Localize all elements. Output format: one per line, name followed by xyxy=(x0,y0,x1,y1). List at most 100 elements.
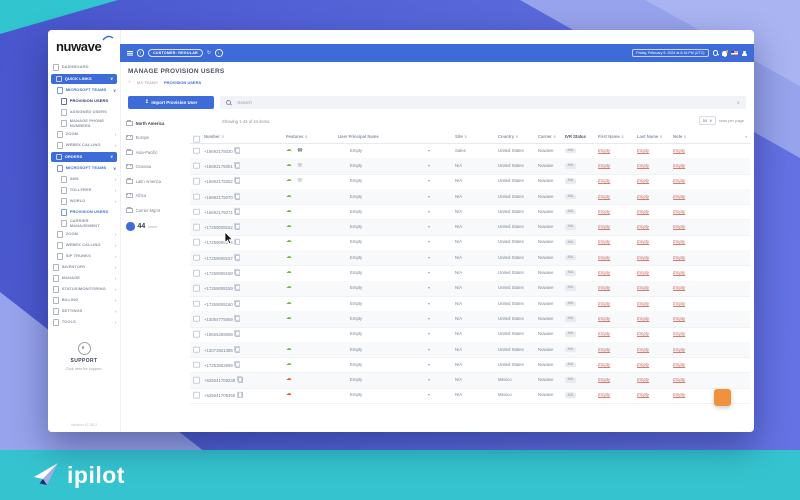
note-link[interactable]: Empty xyxy=(673,147,686,153)
sidebar-item-manage-phone-numbers[interactable]: MANAGE PHONE NUMBERS xyxy=(48,118,120,129)
note-link[interactable]: Empty xyxy=(673,193,686,199)
table-row[interactable]: +525641709365 ☁ Empty ▾ N/A Mexico Nuwave N/A Em… xyxy=(190,388,750,405)
last-name-link[interactable]: Empty xyxy=(637,193,650,199)
table-row[interactable]: +17259008159 ☁ Empty ▾ N/A United States Nuwav… xyxy=(190,280,750,297)
first-name-link[interactable]: Empty xyxy=(598,300,611,306)
info-icon[interactable]: i xyxy=(215,49,223,57)
last-name-link[interactable]: Empty xyxy=(637,361,650,367)
sort-icon[interactable]: ⇅ xyxy=(683,134,687,139)
upn-value[interactable]: Empty xyxy=(350,147,363,153)
upn-value[interactable]: Empty xyxy=(350,269,363,275)
upn-value[interactable]: Empty xyxy=(350,346,363,352)
table-row[interactable]: +525641709239 ☁ Empty ▾ N/A Mexico Nuwave N/A Em… xyxy=(190,372,750,389)
row-checkbox[interactable] xyxy=(193,162,200,170)
row-checkbox[interactable] xyxy=(193,223,200,231)
region-item-north-america[interactable]: North America xyxy=(126,116,188,131)
sort-icon[interactable]: ⇅ xyxy=(553,134,557,139)
sidebar-item-manage[interactable]: MANAGE › xyxy=(48,273,120,284)
last-name-link[interactable]: Empty xyxy=(637,392,650,398)
table-row[interactable]: +17259008152 ☁ Empty ▾ N/A United States Nuwav… xyxy=(190,219,750,236)
sidebar-item-zoom[interactable]: ZOOM › xyxy=(48,129,120,140)
upn-value[interactable]: Empty xyxy=(350,392,363,398)
row-checkbox[interactable] xyxy=(193,346,200,353)
chevron-down-icon[interactable]: ▾ xyxy=(428,285,431,291)
menu-icon[interactable] xyxy=(127,50,133,52)
row-checkbox[interactable] xyxy=(193,376,200,384)
last-name-link[interactable]: Empty xyxy=(637,376,650,382)
note-link[interactable]: Empty xyxy=(673,346,686,352)
region-item-africa[interactable]: Africa xyxy=(126,189,188,204)
sort-icon[interactable]: ⇅ xyxy=(659,134,663,139)
chevron-down-icon[interactable]: ▾ xyxy=(428,270,431,276)
sidebar-item-dashboard[interactable]: DASHBOARD xyxy=(48,62,120,73)
sidebar-item-microsoft-teams[interactable]: MICROSOFT TEAMS ∨ xyxy=(48,85,120,96)
note-link[interactable]: Empty xyxy=(673,178,686,184)
note-link[interactable]: Empty xyxy=(673,254,686,260)
chevron-down-icon[interactable]: ∨ xyxy=(736,99,740,105)
last-name-link[interactable]: Empty xyxy=(637,254,650,260)
row-checkbox[interactable] xyxy=(193,300,200,307)
first-name-link[interactable]: Empty xyxy=(598,162,611,168)
region-item-asia-pacific[interactable]: Asia-Pacific xyxy=(126,145,188,160)
last-name-link[interactable]: Empty xyxy=(637,223,650,229)
note-link[interactable]: Empty xyxy=(673,392,686,398)
sidebar-item-provision-users[interactable]: PROVISION USERS xyxy=(48,207,120,218)
upn-value[interactable]: Empty xyxy=(350,178,363,184)
language-flag-icon[interactable] xyxy=(731,50,738,56)
row-checkbox[interactable] xyxy=(193,193,200,200)
last-name-link[interactable]: Empty xyxy=(637,331,650,337)
column-header-last_name[interactable]: Last Name ⇅ xyxy=(637,134,663,139)
last-name-link[interactable]: Empty xyxy=(637,269,650,275)
note-link[interactable]: Empty xyxy=(673,300,686,306)
first-name-link[interactable]: Empty xyxy=(598,254,611,260)
row-checkbox[interactable] xyxy=(193,285,200,292)
table-row[interactable]: +16692175051 ☁ ☏ Empty ▾ N/A United States Nuwa… xyxy=(190,158,750,175)
first-name-link[interactable]: Empty xyxy=(598,147,611,153)
copy-icon[interactable] xyxy=(234,177,241,185)
upn-value[interactable]: Empty xyxy=(350,285,363,291)
first-name-link[interactable]: Empty xyxy=(598,178,611,184)
notifications-bell-icon[interactable] xyxy=(722,50,728,58)
customer-badge[interactable]: CUSTOMER: REGULAR xyxy=(148,48,203,58)
sort-icon[interactable]: ⇅ xyxy=(304,134,308,139)
region-item-latin-america[interactable]: Latin America xyxy=(126,174,188,189)
first-name-link[interactable]: Empty xyxy=(598,392,611,398)
row-checkbox[interactable] xyxy=(193,208,200,216)
first-name-link[interactable]: Empty xyxy=(598,376,611,382)
note-link[interactable]: Empty xyxy=(673,361,686,367)
table-row[interactable]: +17259008157 ☁ Empty ▾ N/A United States Nuwav… xyxy=(190,250,750,267)
sidebar-item-assigned-users[interactable]: ASSIGNED USERS xyxy=(48,107,120,118)
last-name-link[interactable]: Empty xyxy=(637,285,650,291)
first-name-link[interactable]: Empty xyxy=(598,315,611,321)
chevron-down-icon[interactable]: ▾ xyxy=(428,208,431,214)
copy-icon[interactable] xyxy=(234,238,241,246)
chevron-down-icon[interactable]: ▾ xyxy=(428,239,431,245)
note-link[interactable]: Empty xyxy=(673,285,686,291)
support-text[interactable]: Click here for support. xyxy=(65,367,103,371)
chevron-down-icon[interactable]: ▾ xyxy=(428,224,431,230)
last-name-link[interactable]: Empty xyxy=(637,315,650,321)
row-checkbox[interactable] xyxy=(193,315,200,323)
row-checkbox[interactable] xyxy=(193,147,200,154)
import-provision-user-button[interactable]: ↥ Import Provision User xyxy=(128,96,214,109)
chevron-down-icon[interactable]: ▾ xyxy=(428,147,431,153)
upn-value[interactable]: Empty xyxy=(350,315,363,321)
sidebar-item-zoom[interactable]: ZOOM › xyxy=(48,229,120,240)
note-link[interactable]: Empty xyxy=(673,315,686,321)
copy-icon[interactable] xyxy=(236,391,243,399)
note-link[interactable]: Empty xyxy=(673,239,686,245)
upn-value[interactable]: Empty xyxy=(350,331,363,337)
sort-icon[interactable]: ⇅ xyxy=(515,134,519,139)
sidebar-item-status-monitoring[interactable]: STATUS/MONITORING › xyxy=(48,284,120,295)
table-row[interactable]: +17259008160 ☁ Empty ▾ N/A United States Nuwav… xyxy=(190,296,750,313)
note-link[interactable]: Empty xyxy=(673,223,686,229)
copy-icon[interactable] xyxy=(234,161,241,169)
upn-value[interactable]: Empty xyxy=(350,162,363,168)
first-name-link[interactable]: Empty xyxy=(598,208,611,214)
copy-icon[interactable] xyxy=(234,223,241,230)
copy-icon[interactable] xyxy=(234,360,241,368)
table-row[interactable]: +16692175020 ☁ ☎ Empty ▾ Sales United States Nu… xyxy=(190,143,750,160)
chevron-down-icon[interactable]: ▾ xyxy=(428,377,431,383)
table-row[interactable]: +17253662699 ☁ Empty ▾ N/A United States Nuwav… xyxy=(190,357,750,374)
first-name-link[interactable]: Empty xyxy=(598,223,611,229)
